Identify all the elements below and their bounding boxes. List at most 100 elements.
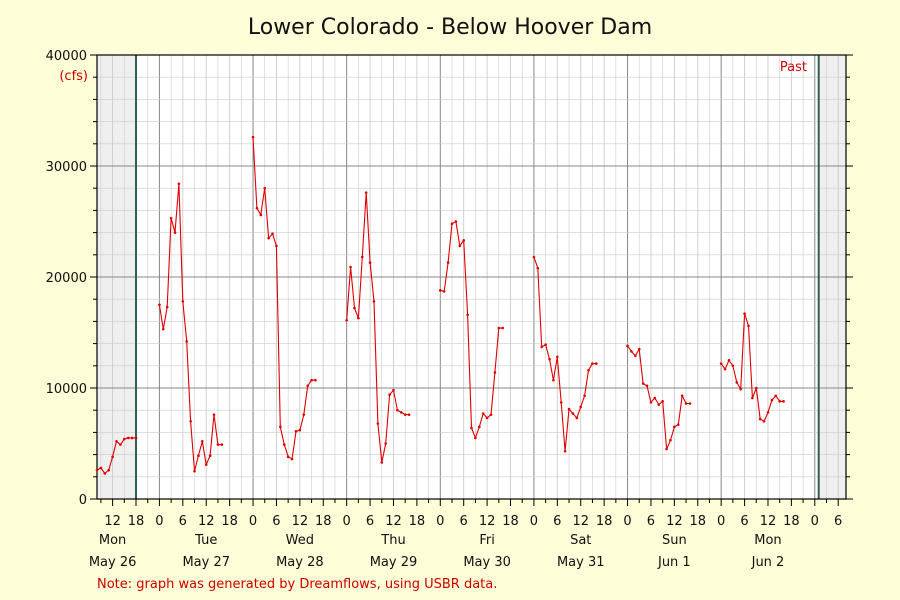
data-point xyxy=(95,468,99,472)
data-point xyxy=(396,408,399,412)
data-point xyxy=(310,378,313,382)
weekday-label: Mon xyxy=(99,533,126,548)
x-tick-label: 12 xyxy=(666,514,683,529)
x-tick-label: 18 xyxy=(315,514,332,529)
y-tick-label: 0 xyxy=(79,493,87,508)
data-point xyxy=(442,290,446,293)
x-tick-label: 0 xyxy=(717,514,725,529)
data-point xyxy=(665,447,668,451)
data-point xyxy=(762,420,766,423)
data-point xyxy=(723,367,727,371)
x-tick-label: 12 xyxy=(198,514,215,529)
x-tick-label: 18 xyxy=(128,514,145,529)
data-point xyxy=(536,266,540,270)
data-point xyxy=(540,345,544,349)
x-tick-label: 0 xyxy=(343,514,351,529)
data-point xyxy=(388,393,391,396)
past-label: Past xyxy=(780,60,807,75)
data-point xyxy=(595,362,598,365)
data-point xyxy=(282,443,286,446)
date-label: May 28 xyxy=(276,555,324,570)
day-labels: Mon May 26 Tue May 27 Wed May 28 Thu May 29 Fri M… xyxy=(89,533,785,570)
data-point xyxy=(197,454,200,458)
x-tick-label: 12 xyxy=(479,514,496,529)
data-point xyxy=(130,436,134,440)
data-point xyxy=(158,303,161,307)
data-point xyxy=(563,449,567,453)
data-point xyxy=(474,436,477,440)
data-point xyxy=(552,378,555,382)
data-point xyxy=(680,394,684,398)
data-point xyxy=(766,411,770,414)
data-point xyxy=(302,413,306,416)
x-tick-label: 6 xyxy=(740,514,748,529)
data-point xyxy=(399,411,403,414)
data-point xyxy=(204,463,208,466)
x-tick-label: 18 xyxy=(502,514,519,529)
data-point xyxy=(676,423,680,426)
data-point xyxy=(314,378,317,382)
data-point xyxy=(103,472,107,475)
flow-series xyxy=(95,135,785,475)
data-point xyxy=(634,354,637,358)
data-point xyxy=(275,244,278,248)
data-point xyxy=(368,261,372,264)
data-point xyxy=(649,401,653,404)
data-point xyxy=(669,438,672,442)
data-point xyxy=(501,326,505,330)
data-point xyxy=(111,455,114,459)
data-point xyxy=(481,412,485,415)
data-point xyxy=(731,364,735,368)
weekday-label: Sun xyxy=(662,533,687,548)
data-point xyxy=(450,222,454,226)
date-label: May 29 xyxy=(370,555,418,570)
x-tick-label: 0 xyxy=(249,514,257,529)
data-point xyxy=(353,306,356,310)
data-point xyxy=(181,300,185,303)
data-point xyxy=(544,343,547,347)
data-point xyxy=(684,402,688,405)
date-label: May 26 xyxy=(89,555,137,570)
data-point xyxy=(306,384,309,388)
x-tick-label: 18 xyxy=(783,514,800,529)
data-point xyxy=(470,426,473,430)
data-point xyxy=(134,436,138,440)
data-point xyxy=(497,326,501,330)
data-point xyxy=(115,439,118,443)
x-tick-label: 18 xyxy=(689,514,706,529)
data-point xyxy=(754,386,758,390)
x-tick-label: 12 xyxy=(292,514,309,529)
data-point xyxy=(372,300,376,303)
data-point xyxy=(645,384,649,388)
x-tick-label: 6 xyxy=(366,514,374,529)
data-point xyxy=(489,413,493,416)
x-tick-label: 6 xyxy=(553,514,561,529)
data-point xyxy=(376,422,380,425)
data-point xyxy=(407,413,411,416)
data-point xyxy=(735,381,739,384)
weekday-label: Thu xyxy=(380,533,405,548)
data-point xyxy=(591,362,594,365)
data-point xyxy=(294,429,298,433)
data-point xyxy=(107,468,111,472)
data-point xyxy=(532,255,536,259)
data-point xyxy=(403,413,407,416)
x-tick-label: 12 xyxy=(104,514,121,529)
x-axis: 12 18 0 6 12 18 0 6 12 18 0 6 12 18 0 6 12 18 0 6 12 18 0 6 12 18… xyxy=(100,499,842,529)
data-point xyxy=(119,443,122,446)
data-point xyxy=(575,416,579,420)
data-point xyxy=(126,436,130,440)
data-point xyxy=(169,216,173,220)
data-point xyxy=(548,357,551,361)
data-point xyxy=(571,412,575,415)
y-tick-label: 40000 xyxy=(46,49,87,64)
x-tick-label: 0 xyxy=(436,514,444,529)
data-point xyxy=(653,396,657,400)
date-label: Jun 2 xyxy=(751,555,785,570)
data-point xyxy=(727,358,731,362)
data-point xyxy=(263,186,267,190)
data-point xyxy=(99,466,103,470)
data-point xyxy=(220,443,224,446)
data-point xyxy=(567,407,571,411)
